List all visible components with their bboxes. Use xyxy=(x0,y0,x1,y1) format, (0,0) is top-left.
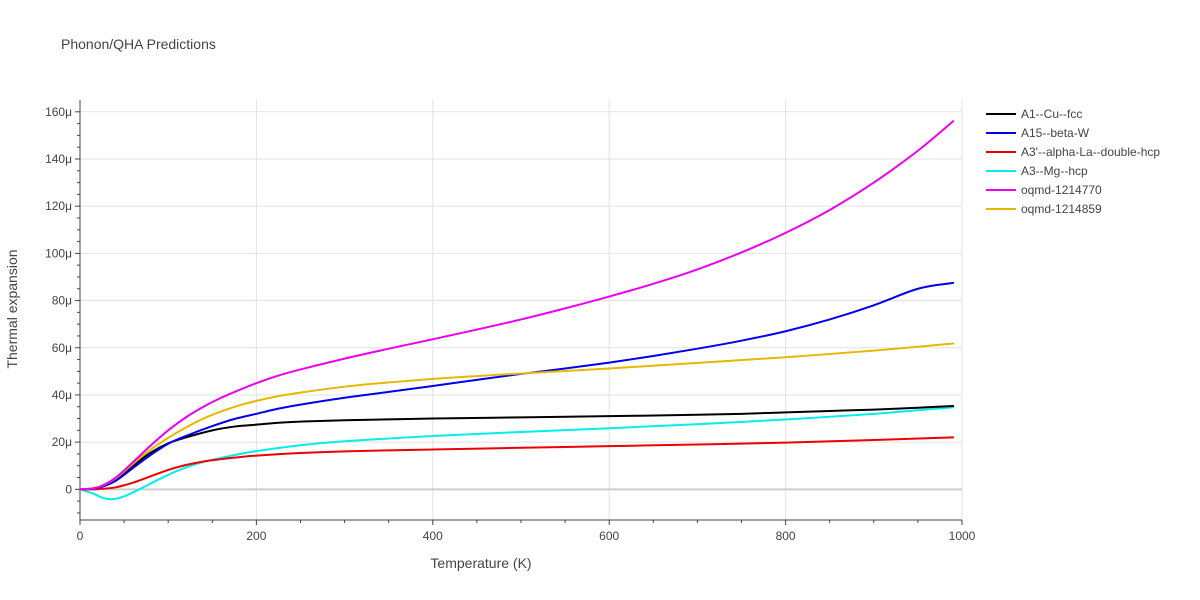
legend[interactable]: A1--Cu--fcc A15--beta-W A3'--alpha-La--dou… xyxy=(986,107,1160,216)
legend-label: A15--beta-W xyxy=(1021,126,1090,140)
legend-item[interactable]: A15--beta-W xyxy=(986,126,1090,140)
series-line-oqmd-1214859 xyxy=(79,342,955,491)
y-axis-title: Thermal expansion xyxy=(4,249,20,368)
chart-title: Phonon/QHA Predictions xyxy=(61,36,216,52)
y-tick-label: 20μ xyxy=(52,435,72,449)
series-line-a3-alpha-la-double-hcp xyxy=(79,436,955,491)
legend-label: A1--Cu--fcc xyxy=(1021,107,1082,121)
legend-item[interactable]: A3'--alpha-La--double-hcp xyxy=(986,145,1160,159)
y-tick-label: 160μ xyxy=(45,105,72,119)
legend-item[interactable]: A1--Cu--fcc xyxy=(986,107,1082,121)
x-axis-title: Temperature (K) xyxy=(430,555,531,571)
x-tick-label: 400 xyxy=(423,529,443,543)
legend-label: oqmd-1214859 xyxy=(1021,202,1102,216)
grid xyxy=(80,100,963,520)
legend-item[interactable]: A3--Mg--hcp xyxy=(986,164,1088,178)
legend-item[interactable]: oqmd-1214770 xyxy=(986,183,1102,197)
x-tick-label: 600 xyxy=(599,529,619,543)
y-tick-label: 40μ xyxy=(52,388,72,402)
legend-label: A3'--alpha-La--double-hcp xyxy=(1021,145,1160,159)
series-lines xyxy=(79,120,955,501)
x-tick-label: 800 xyxy=(776,529,796,543)
x-tick-label: 0 xyxy=(77,529,84,543)
series-line-oqmd-1214770 xyxy=(79,120,955,491)
x-tick-label: 1000 xyxy=(949,529,976,543)
y-tick-label: 0 xyxy=(65,482,72,496)
legend-label: oqmd-1214770 xyxy=(1021,183,1102,197)
y-tick-label: 60μ xyxy=(52,341,72,355)
series-line-a15-beta-w xyxy=(79,281,955,491)
series-line-a3-mg-hcp xyxy=(79,406,955,501)
x-tick-label: 200 xyxy=(246,529,266,543)
legend-label: A3--Mg--hcp xyxy=(1021,164,1088,178)
series-line-a1-cu-fcc xyxy=(79,405,955,491)
legend-item[interactable]: oqmd-1214859 xyxy=(986,202,1102,216)
y-tick-label: 80μ xyxy=(52,294,72,308)
y-tick-label: 140μ xyxy=(45,152,72,166)
y-tick-label: 120μ xyxy=(45,199,72,213)
axes: 0 200 400 600 800 1000 0 20μ 40μ 60μ 80μ 100μ 120μ 14… xyxy=(45,100,976,543)
y-tick-label: 100μ xyxy=(45,246,72,260)
